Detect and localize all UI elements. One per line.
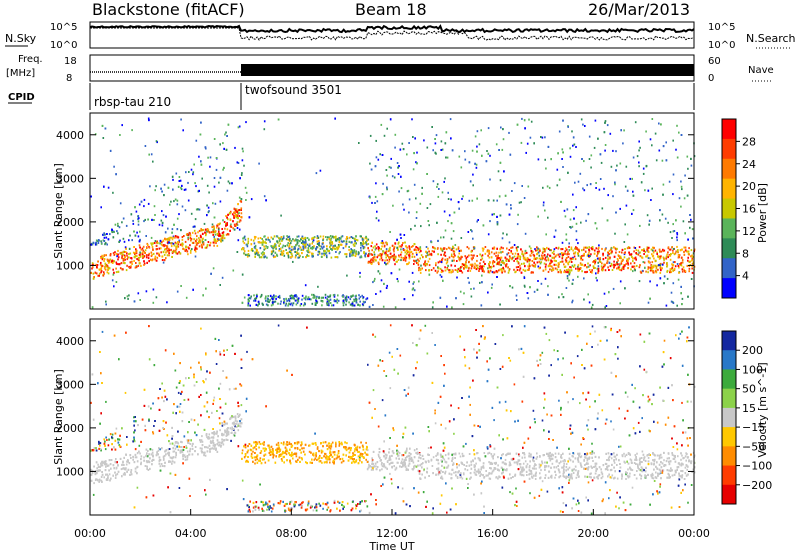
- colorbar-swatch: [722, 278, 736, 299]
- x-tick-label: 20:00: [577, 527, 609, 540]
- freq-tick-bottom: 8: [66, 73, 72, 84]
- power-panel-frame: [89, 112, 695, 310]
- colorbar-swatch: [722, 369, 736, 390]
- colorbar-swatch: [722, 331, 736, 351]
- y-tick-label: 4000: [56, 335, 84, 348]
- colorbar-tick-label: 50: [742, 383, 756, 396]
- nsearch-tick-bottom: 10^0: [708, 40, 735, 51]
- colorbar-tick-label: 12: [742, 225, 756, 238]
- x-tick-label: 00:00: [678, 527, 710, 540]
- x-tick-label: 16:00: [477, 527, 509, 540]
- nave-tick-top: 60: [708, 56, 721, 67]
- nave-label: Nave: [748, 65, 774, 76]
- station-title: Blackstone (fitACF): [92, 0, 245, 19]
- freq-label-2: [MHz]: [6, 68, 35, 79]
- x-tick-label: 12:00: [376, 527, 408, 540]
- power-scatter: [90, 117, 696, 309]
- colorbar-swatch: [722, 258, 736, 279]
- colorbar-tick-label: 24: [742, 158, 756, 171]
- colorbar-tick-label: 20: [742, 180, 756, 193]
- power-ylabel: Slant Range [km]: [52, 163, 65, 259]
- velocity-scatter: [90, 324, 696, 515]
- nsky-label: N.Sky: [5, 32, 37, 45]
- nsearch-label: N.Search: [746, 32, 796, 45]
- colorbar-swatch: [722, 446, 736, 467]
- colorbar-tick-label: 15: [742, 402, 756, 415]
- y-tick-label: 1000: [56, 259, 84, 272]
- freq-label-1: Freq.: [18, 54, 43, 65]
- nsky-trace: [89, 24, 695, 41]
- y-tick-label: 1000: [56, 465, 84, 478]
- nave-tick-bottom: 0: [708, 73, 714, 84]
- colorbar-tick-label: 16: [742, 203, 756, 216]
- velocity-colorbar: 200 100 50 15 −15 −50 −100 −200: [721, 330, 772, 505]
- colorbar-frame: [721, 330, 737, 505]
- colorbar-swatch: [722, 465, 736, 486]
- colorbar-tick-label: 100: [742, 363, 763, 376]
- velocity-ylabel: Slant Range [km]: [52, 369, 65, 465]
- y-tick-label: 3000: [56, 172, 84, 185]
- colorbar-tick-label: 200: [742, 344, 763, 357]
- colorbar-swatch: [722, 407, 736, 428]
- cpid-label: CPID: [8, 92, 35, 103]
- colorbar-tick-label: −100: [742, 460, 772, 473]
- nsearch-line: [90, 27, 695, 41]
- colorbar-swatch: [722, 138, 736, 160]
- y-tick-label: 2000: [56, 216, 84, 229]
- cpid-2: twofsound 3501: [245, 83, 342, 97]
- power-colorbar-label: Power [dB]: [756, 183, 769, 243]
- xlabel: Time UT: [368, 540, 414, 553]
- velocity-y-axis: 1000 2000 3000 4000: [56, 335, 694, 478]
- nsky-tick-top: 10^5: [50, 22, 77, 33]
- freq-tick-top: 18: [64, 56, 77, 67]
- colorbar-swatch: [722, 427, 736, 447]
- y-tick-label: 2000: [56, 422, 84, 435]
- time-axis: 00:00 04:00 08:00 12:00 16:00 20:00 00:00: [74, 509, 710, 540]
- colorbar-swatch: [722, 350, 736, 370]
- colorbar-tick-label: 8: [742, 247, 749, 260]
- colorbar-tick-label: −50: [742, 440, 765, 453]
- velocity-panel-frame: [89, 318, 695, 516]
- nsky-tick-bottom: 10^0: [50, 40, 77, 51]
- power-y-axis: 1000 2000 3000 4000: [56, 129, 694, 272]
- power-colorbar: 28 24 20 16 12 8 4: [721, 118, 756, 299]
- cpid-1: rbsp-tau 210: [94, 95, 171, 109]
- beam-title: Beam 18: [355, 0, 427, 19]
- date-title: 26/Mar/2013: [588, 0, 690, 19]
- colorbar-tick-label: −15: [742, 421, 765, 434]
- colorbar-swatch: [722, 119, 736, 140]
- nsky-line: [89, 24, 695, 34]
- colorbar-swatch: [722, 238, 736, 259]
- colorbar-tick-label: 4: [742, 270, 749, 283]
- freq-trace: [90, 64, 694, 76]
- nsky-panel: [89, 21, 695, 49]
- colorbar-swatch: [722, 198, 736, 219]
- freq-block: [241, 64, 694, 76]
- colorbar-tick-label: −200: [742, 479, 772, 492]
- colorbar-swatch: [722, 218, 736, 239]
- colorbar-swatch: [722, 388, 736, 409]
- colorbar-swatch: [722, 178, 736, 200]
- y-tick-label: 3000: [56, 378, 84, 391]
- y-tick-label: 4000: [56, 129, 84, 142]
- x-tick-label: 08:00: [275, 527, 307, 540]
- colorbar-tick-label: 28: [742, 135, 756, 148]
- nsearch-tick-top: 10^5: [708, 22, 735, 33]
- colorbar-swatch: [722, 484, 736, 505]
- velocity-colorbar-label: Velocity [m s^-1]: [756, 362, 769, 457]
- colorbar-swatch: [722, 158, 736, 180]
- x-tick-label: 00:00: [74, 527, 106, 540]
- x-tick-label: 04:00: [175, 527, 207, 540]
